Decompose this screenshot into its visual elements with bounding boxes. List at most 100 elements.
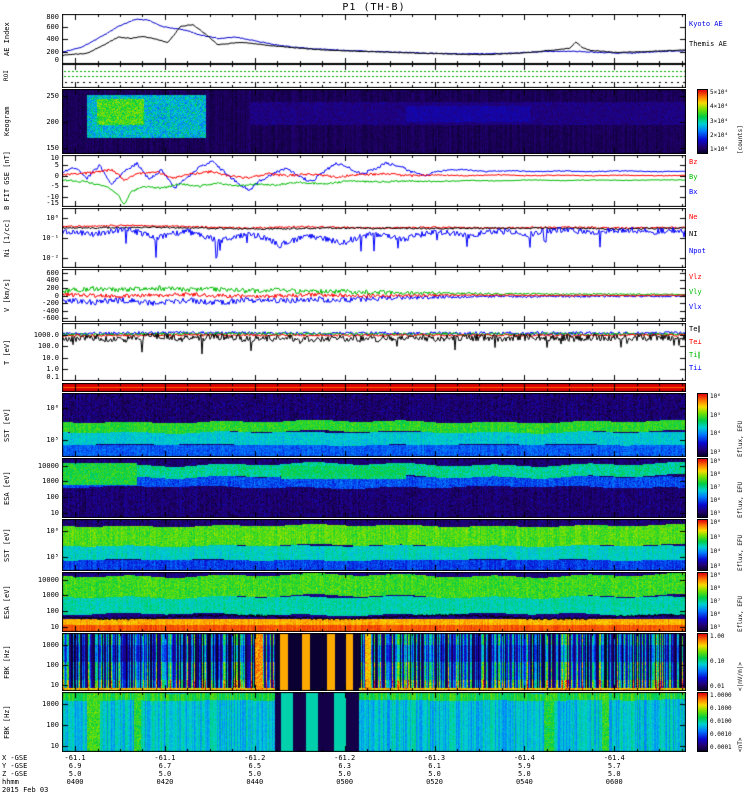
esa-electrons-colorbar-unit: Eflux, EFU — [737, 595, 744, 632]
axis-value: -61.4 — [603, 754, 625, 762]
legend-bfit-By: By — [689, 173, 698, 181]
ae-index-ytick-label: 0 — [54, 56, 59, 64]
fbk-b-ytick-label: 10 — [50, 741, 59, 750]
esa-ions-colorbar-unit: Eflux, EFU — [737, 481, 744, 518]
sst-ions-colorbar-tick: 10³ — [710, 449, 721, 456]
axis-value: 5.7 — [607, 762, 621, 770]
flag-bar-plot-canvas — [62, 383, 686, 392]
esa-electrons-ytick-label: 1000 — [42, 591, 59, 600]
axis-value: 6.1 — [428, 762, 441, 770]
keogram-colorbar-tick: 4×10⁴ — [710, 103, 729, 110]
axis-value: 6.7 — [158, 762, 172, 770]
fbk-e-ytick-label: 100 — [46, 661, 59, 669]
esa-ions-colorbar-tick: 10⁵ — [710, 510, 721, 517]
axis-value: 0440 — [246, 778, 264, 786]
keogram-colorbar-tick: 2×10⁴ — [710, 132, 729, 139]
panel-esa-ions: ESA [eV] 10000 1000 100 10 10⁹ 10⁸ 10⁷ 10⁶ 10⁵ Efl… — [0, 458, 750, 518]
panel-ae-index: AE Index 800 600 400 200 0 Kyoto AE Themis AE — [0, 14, 750, 64]
temperature-ytick-label: 100.0 — [37, 342, 59, 351]
v-gse-ytick-label: 200 — [46, 283, 59, 292]
keogram-colorbar-unit: [counts] — [737, 125, 744, 154]
axis-value: 0500 — [336, 778, 354, 786]
axis-row-label-2: Z -GSE — [2, 770, 28, 778]
esa-electrons-colorbar-tick: 10⁷ — [710, 598, 721, 605]
axis-value: -61.1 — [154, 754, 176, 762]
legend-ni-NI: NI — [689, 230, 698, 238]
panel-temperature: T [eV] 1000.0 100.0 10.0 1.0 0.1 Te∥ Te⊥ Ti∥ Ti⊥ — [0, 323, 750, 381]
legend-temperature-Te∥: Te∥ — [689, 325, 701, 333]
roi-plot-canvas — [62, 64, 686, 88]
temperature-plot-canvas — [62, 323, 686, 381]
axis-value: -61.2 — [334, 754, 356, 762]
esa-ions-colorbar-tick: 10⁸ — [710, 471, 721, 478]
ni-ytick-label: 10⁰ — [46, 213, 59, 222]
legend-bfit-Bz: Bz — [689, 158, 698, 166]
keogram-colorbar-tick: 3×10⁴ — [710, 118, 729, 125]
date-label: 2015 Feb 03 — [2, 786, 49, 794]
esa-electrons-plot-canvas — [62, 572, 686, 632]
esa-ions-ytick-label: 1000 — [42, 477, 59, 486]
fbk-e-plot-canvas — [62, 633, 686, 691]
sst-electrons-plot-canvas — [62, 519, 686, 571]
axis-value: 5.0 — [518, 770, 531, 778]
axis-value: 0400 — [66, 778, 84, 786]
panel-v-gse: V [km/s] 600 400 200 0 -200 -400 -600 Vlz Vly Vlx — [0, 269, 750, 322]
keogram-colorbar-tick: 5×10⁴ — [710, 89, 729, 96]
esa-ions-ytick-label: 10000 — [37, 461, 59, 470]
fbk-b-colorbar-unit: <nT> — [737, 737, 744, 752]
panel-fbk-b: FBK [Hz] 1000 100 10 1.0000 0.1000 0.0100 0.001… — [0, 692, 750, 752]
esa-electrons-ytick-label: 10 — [50, 623, 59, 632]
axis-value: 6.3 — [338, 762, 351, 770]
bfit-ytick-label: -10 — [46, 192, 59, 201]
v-gse-ytick-label: -400 — [42, 306, 59, 315]
sst-ions-ytick-label: 10⁵ — [46, 436, 59, 445]
fbk-e-colorbar-unit: <|mV/m|> — [737, 662, 744, 691]
bfit-ytick-label: 5 — [54, 161, 59, 170]
esa-ions-plot-canvas — [62, 458, 686, 518]
bfit-ytick-label: -5 — [50, 182, 59, 191]
ae-index-ytick-label: 200 — [46, 47, 59, 56]
panel-roi: ROI — [0, 64, 750, 88]
legend-temperature-Ti∥: Ti∥ — [689, 351, 701, 359]
esa-ions-colorbar — [697, 458, 708, 518]
bfit-ytick-label: 10 — [50, 154, 59, 162]
esa-electrons-ytick-label: 10000 — [37, 575, 59, 584]
fbk-e-colorbar-tick: 1.00 — [710, 633, 725, 640]
sst-electrons-ytick-label: 10⁵ — [46, 553, 59, 562]
sst-ions-colorbar-tick: 10⁵ — [710, 412, 721, 419]
v-gse-plot-canvas — [62, 269, 686, 322]
panel-ni: Ni [1/cc] 10⁰ 10⁻¹ 10⁻² Ne NI Npot — [0, 208, 750, 268]
legend-ae-index-Kyoto AE: Kyoto AE — [689, 20, 723, 28]
ae-index-ytick-label: 600 — [46, 22, 59, 31]
sst-ions-colorbar — [697, 393, 708, 457]
sst-ions-colorbar-tick: 10⁴ — [710, 430, 721, 437]
legend-ni-Ne: Ne — [689, 213, 698, 221]
temperature-ytick-label: 0.1 — [46, 373, 59, 381]
v-gse-ytick-label: 0 — [54, 291, 59, 300]
esa-electrons-colorbar-tick: 10⁵ — [710, 624, 721, 631]
sst-ions-plot-canvas — [62, 393, 686, 457]
sst-electrons-colorbar-unit: Eflux, EFU — [737, 534, 744, 571]
panel-sst-electrons: SST [eV] 10⁶ 10⁵ 10⁶ 10⁵ 10⁴ 10³ Eflux, EFU — [0, 519, 750, 571]
ni-ytick-label: 10⁻¹ — [42, 233, 59, 242]
panel-fbk-e: FBK [Hz] 1000 100 10 1.00 0.10 0.01 <|mV/m|> — [0, 633, 750, 691]
ni-plot-canvas — [62, 208, 686, 268]
temperature-ytick-label: 1.0 — [46, 365, 59, 374]
fbk-e-colorbar-tick: 0.01 — [710, 683, 725, 690]
ae-index-ytick-label: 800 — [46, 13, 59, 21]
fbk-b-ytick-label: 1000 — [42, 700, 59, 709]
temperature-ytick-label: 1000.0 — [33, 330, 59, 339]
sst-ions-colorbar-tick: 10⁶ — [710, 393, 721, 400]
axis-row-label-3: hhmm — [2, 778, 19, 786]
axis-value: -61.2 — [244, 754, 266, 762]
roi-axis-label: ROI — [3, 70, 10, 82]
esa-ions-colorbar-tick: 10⁷ — [710, 484, 721, 491]
sst-electrons-colorbar-tick: 10⁶ — [710, 519, 721, 526]
fbk-e-colorbar-tick: 0.10 — [710, 658, 725, 665]
v-gse-ytick-label: 600 — [46, 268, 59, 277]
legend-ae-index-Themis AE: Themis AE — [689, 40, 727, 48]
legend-ni-Npot: Npot — [689, 247, 706, 255]
fbk-b-colorbar — [697, 692, 708, 752]
axis-value: 5.0 — [158, 770, 172, 778]
